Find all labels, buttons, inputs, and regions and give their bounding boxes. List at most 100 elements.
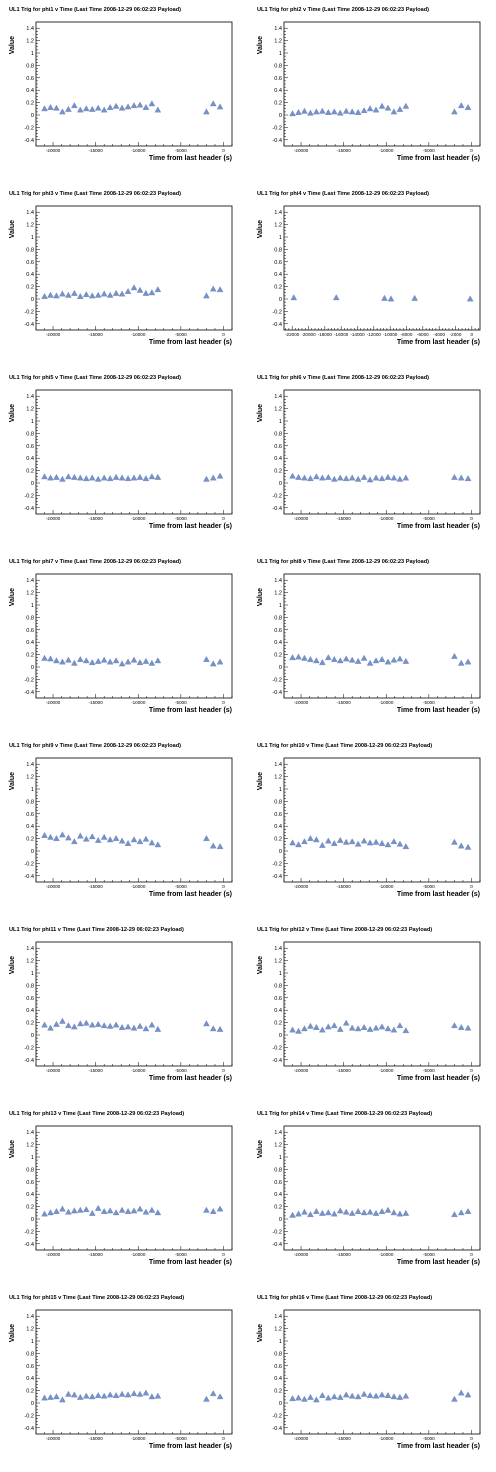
plot-frame — [35, 573, 233, 699]
data-point — [100, 833, 108, 840]
data-point — [301, 654, 308, 661]
data-point — [366, 1025, 374, 1032]
y-tick-label: 0.8 — [26, 1351, 34, 1357]
x-tick-label: -5000 — [423, 1436, 435, 1441]
y-tick-label: 0.6 — [274, 1364, 282, 1370]
y-tick-label: 1.2 — [274, 39, 282, 45]
data-point — [88, 1209, 96, 1216]
data-point — [342, 1208, 350, 1215]
data-point — [301, 474, 308, 481]
y-tick-label: 1.2 — [26, 407, 34, 413]
data-point — [100, 290, 108, 297]
chart-panel: UL1 Trig for phi1 v Time (Last Time 2008… — [0, 0, 248, 184]
y-tick-label: 1.4 — [26, 1130, 34, 1136]
data-point — [451, 838, 458, 845]
chart-svg: UL1 Trig for phi9 v Time (Last Time 2008… — [9, 743, 233, 898]
y-tick-label: -0.2 — [272, 493, 282, 499]
data-point — [59, 1017, 66, 1024]
data-point — [216, 843, 224, 850]
data-point — [47, 291, 54, 298]
data-point — [289, 110, 296, 117]
data-point — [83, 835, 90, 842]
chart-title: UL1 Trig for phi3 v Time (Last Time 2008… — [9, 191, 181, 197]
data-point — [336, 109, 344, 116]
data-point — [106, 291, 114, 298]
data-point — [65, 1022, 72, 1029]
chart-title: UL1 Trig for phi16 v Time (Last Time 200… — [257, 1295, 432, 1301]
data-point — [378, 840, 386, 846]
data-point — [53, 1020, 60, 1027]
data-point — [366, 659, 374, 666]
chart-svg: UL1 Trig for phi16 v Time (Last Time 200… — [257, 1295, 481, 1450]
y-tick-label: 0 — [31, 1401, 34, 1407]
data-point — [378, 656, 386, 662]
x-tick-label: -10000 — [131, 884, 146, 889]
data-point — [295, 1027, 302, 1034]
data-point — [319, 1209, 326, 1216]
data-point — [451, 473, 458, 480]
data-point — [457, 474, 465, 481]
x-axis-label: Time from last header (s) — [149, 891, 232, 898]
y-axis-label: Value — [257, 404, 264, 422]
chart-title: UL1 Trig for phi10 v Time (Last Time 200… — [257, 743, 432, 749]
chart-svg: UL1 Trig for phi4 v Time (Last Time 2008… — [257, 191, 481, 346]
chart-panel: UL1 Trig for phi10 v Time (Last Time 200… — [248, 736, 496, 920]
data-point — [348, 1209, 356, 1216]
data-point — [390, 656, 398, 663]
data-point — [112, 1021, 120, 1028]
data-point — [354, 1393, 362, 1400]
data-point — [47, 1209, 54, 1216]
x-tick-label: -5000 — [423, 1068, 435, 1073]
data-point — [289, 654, 296, 661]
y-tick-label: 1.4 — [26, 578, 34, 584]
x-tick-label: -15000 — [88, 332, 103, 337]
data-point — [313, 657, 320, 664]
data-point — [457, 659, 465, 666]
data-point — [203, 656, 210, 662]
data-point — [88, 659, 96, 666]
data-point — [154, 841, 162, 848]
data-point — [336, 1207, 344, 1214]
data-point — [77, 293, 84, 299]
y-tick-label: 1.4 — [274, 394, 282, 400]
data-point — [216, 472, 224, 479]
data-point — [136, 101, 144, 108]
y-tick-label: 1 — [31, 1339, 34, 1345]
data-point — [118, 1390, 126, 1397]
data-point — [457, 1209, 465, 1216]
y-tick-label: -0.4 — [24, 1426, 34, 1432]
data-point — [342, 1019, 350, 1026]
data-point — [130, 1024, 138, 1031]
data-point — [154, 657, 162, 664]
data-point — [124, 288, 132, 294]
y-tick-label: 0.2 — [274, 837, 282, 843]
data-point — [154, 1392, 162, 1399]
y-tick-label: 0.4 — [274, 640, 282, 646]
x-tick-label: -20000 — [46, 1068, 61, 1073]
plot-frame — [35, 757, 233, 883]
y-tick-label: 0 — [279, 1401, 282, 1407]
data-point — [154, 106, 162, 113]
y-tick-label: 0.2 — [26, 837, 34, 843]
y-axis-label: Value — [257, 1324, 264, 1342]
y-tick-label: 0.4 — [274, 1376, 282, 1382]
data-point — [83, 291, 90, 298]
y-axis-label: Value — [9, 36, 16, 54]
data-point — [106, 1207, 114, 1214]
data-point — [464, 1024, 472, 1031]
data-point — [100, 656, 108, 663]
data-point — [396, 105, 404, 112]
data-point — [142, 1025, 150, 1032]
x-tick-label: -5000 — [423, 1252, 435, 1257]
data-point — [47, 474, 54, 481]
data-point — [319, 107, 326, 114]
data-point — [118, 474, 126, 481]
y-tick-label: 1 — [279, 787, 282, 793]
data-point — [118, 104, 126, 111]
y-axis-label: Value — [257, 956, 264, 974]
chart-title: UL1 Trig for phi11 v Time (Last Time 200… — [9, 927, 184, 933]
data-point — [464, 1208, 472, 1214]
data-point — [390, 1026, 398, 1033]
chart-svg: UL1 Trig for phi2 v Time (Last Time 2008… — [257, 7, 481, 162]
